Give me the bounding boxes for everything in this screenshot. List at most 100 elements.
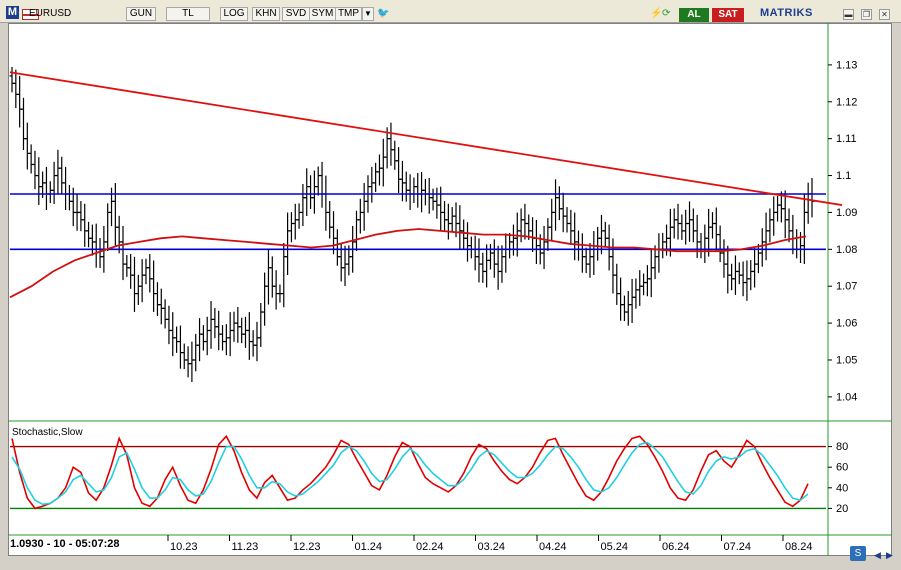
ohlc-bar <box>671 208 677 239</box>
x-tick-label: 01.24 <box>355 541 383 553</box>
svd-button[interactable]: SVD <box>282 7 310 21</box>
ohlc-bar <box>556 186 562 221</box>
ohlc-bar <box>89 224 95 256</box>
period-daily-button[interactable]: GUN <box>126 7 156 21</box>
ohlc-bar <box>315 166 321 196</box>
ohlc-bar <box>193 333 199 372</box>
ohlc-bar <box>786 208 792 243</box>
ohlc-bar <box>633 278 639 309</box>
x-tick-label: 10.23 <box>170 541 198 553</box>
ohlc-bar <box>457 205 463 250</box>
x-tick-label: 11.23 <box>232 541 259 553</box>
currency-tl-button[interactable]: TL <box>166 7 210 21</box>
restore-icon[interactable]: ❐ <box>861 9 872 20</box>
ohlc-bar <box>197 318 203 362</box>
ohlc-bar <box>422 178 428 206</box>
ohlc-bar <box>124 255 130 277</box>
alarm-icon[interactable]: ⟳ <box>662 8 671 19</box>
ohlc-bar <box>323 175 329 231</box>
app-logo[interactable]: M <box>6 6 19 19</box>
ohlc-bar <box>147 254 153 293</box>
ohlc-bar <box>269 256 275 298</box>
ohlc-bar <box>327 201 333 239</box>
price-tick-label: 1.07 <box>836 281 857 293</box>
x-tick-label: 04.24 <box>539 541 567 553</box>
ohlc-bar <box>419 171 425 213</box>
ohlc-bar <box>300 183 306 227</box>
ohlc-bar <box>445 203 451 240</box>
ohlc-bar <box>679 214 685 240</box>
lightning-icon[interactable]: ⚡ <box>650 8 663 19</box>
ohlc-bar <box>503 233 509 273</box>
sym-button[interactable]: SYM <box>309 7 336 21</box>
ohlc-bar <box>120 225 126 281</box>
price-tick-label: 1.08 <box>836 244 857 256</box>
scroll-left-icon[interactable]: ◀ <box>874 550 881 560</box>
ohlc-bar <box>683 209 689 245</box>
ohlc-bar <box>223 324 229 356</box>
ohlc-bar <box>518 208 524 243</box>
ohlc-bar <box>775 196 781 222</box>
ohlc-bar <box>752 248 758 288</box>
ohlc-bar <box>246 312 252 360</box>
indicator-tick-label: 60 <box>836 462 848 474</box>
ohlc-bar <box>576 230 582 261</box>
ohlc-bar <box>709 212 715 239</box>
ohlc-bar <box>242 316 248 348</box>
sell-button[interactable]: SAT <box>712 8 744 22</box>
ohlc-bar <box>782 190 788 239</box>
ohlc-bar <box>116 215 122 254</box>
ohlc-bar <box>736 262 742 285</box>
price-tick-label: 1.11 <box>836 133 857 145</box>
ohlc-bar <box>311 170 317 214</box>
symbol-label[interactable]: EURUSD <box>29 8 72 19</box>
x-tick-label: 12.23 <box>293 541 321 553</box>
buy-button[interactable]: AL <box>679 8 709 22</box>
ohlc-bar <box>442 201 448 232</box>
ohlc-bar <box>564 207 570 233</box>
close-icon[interactable]: ✕ <box>879 9 890 20</box>
ohlc-bar <box>357 198 363 234</box>
ohlc-bar <box>376 154 382 186</box>
ohlc-bar <box>771 196 777 236</box>
ohlc-bar <box>794 229 800 259</box>
ohlc-bar <box>732 255 738 295</box>
ohlc-bar <box>342 245 348 287</box>
tmp-button[interactable]: TMP <box>335 7 362 21</box>
ohlc-bar <box>227 312 233 357</box>
indicator-title: Stochastic,Slow <box>12 427 83 438</box>
ohlc-bar <box>177 325 183 369</box>
ohlc-bar <box>660 232 666 259</box>
ohlc-bar <box>407 174 413 210</box>
ohlc-bar <box>51 161 57 204</box>
ohlc-bar <box>434 187 440 219</box>
ohlc-bar <box>637 270 643 306</box>
ohlc-bar <box>265 249 271 305</box>
minimize-icon[interactable]: ▬ <box>843 9 854 20</box>
twitter-icon[interactable]: 🐦 <box>377 8 390 19</box>
template-dropdown-icon[interactable]: ▼ <box>362 7 374 21</box>
sync-icon[interactable]: S <box>850 546 866 561</box>
ohlc-bar <box>273 270 279 310</box>
ohlc-bar <box>239 317 245 344</box>
ohlc-bar <box>648 249 654 298</box>
ohlc-bar <box>675 203 681 240</box>
ohlc-bar <box>128 254 134 289</box>
ohlc-bar <box>725 245 731 294</box>
ohlc-bar <box>510 224 516 256</box>
price-chart[interactable]: 1.041.051.061.071.081.091.11.111.121.13 … <box>8 23 892 556</box>
log-scale-button[interactable]: LOG <box>220 7 248 21</box>
ohlc-bar <box>250 330 256 357</box>
ohlc-bar <box>614 263 620 305</box>
stochastic-d-line <box>11 441 809 506</box>
khn-button[interactable]: KHN <box>252 7 280 21</box>
ohlc-bar <box>166 305 172 345</box>
ohlc-bar <box>334 229 340 266</box>
ohlc-bar <box>602 221 608 248</box>
ohlc-bar <box>717 225 723 263</box>
ohlc-bar <box>583 247 589 274</box>
x-tick-label: 03.24 <box>478 541 506 553</box>
scroll-right-icon[interactable]: ▶ <box>886 550 893 560</box>
ohlc-bar <box>641 273 647 296</box>
ohlc-bar <box>579 233 585 273</box>
